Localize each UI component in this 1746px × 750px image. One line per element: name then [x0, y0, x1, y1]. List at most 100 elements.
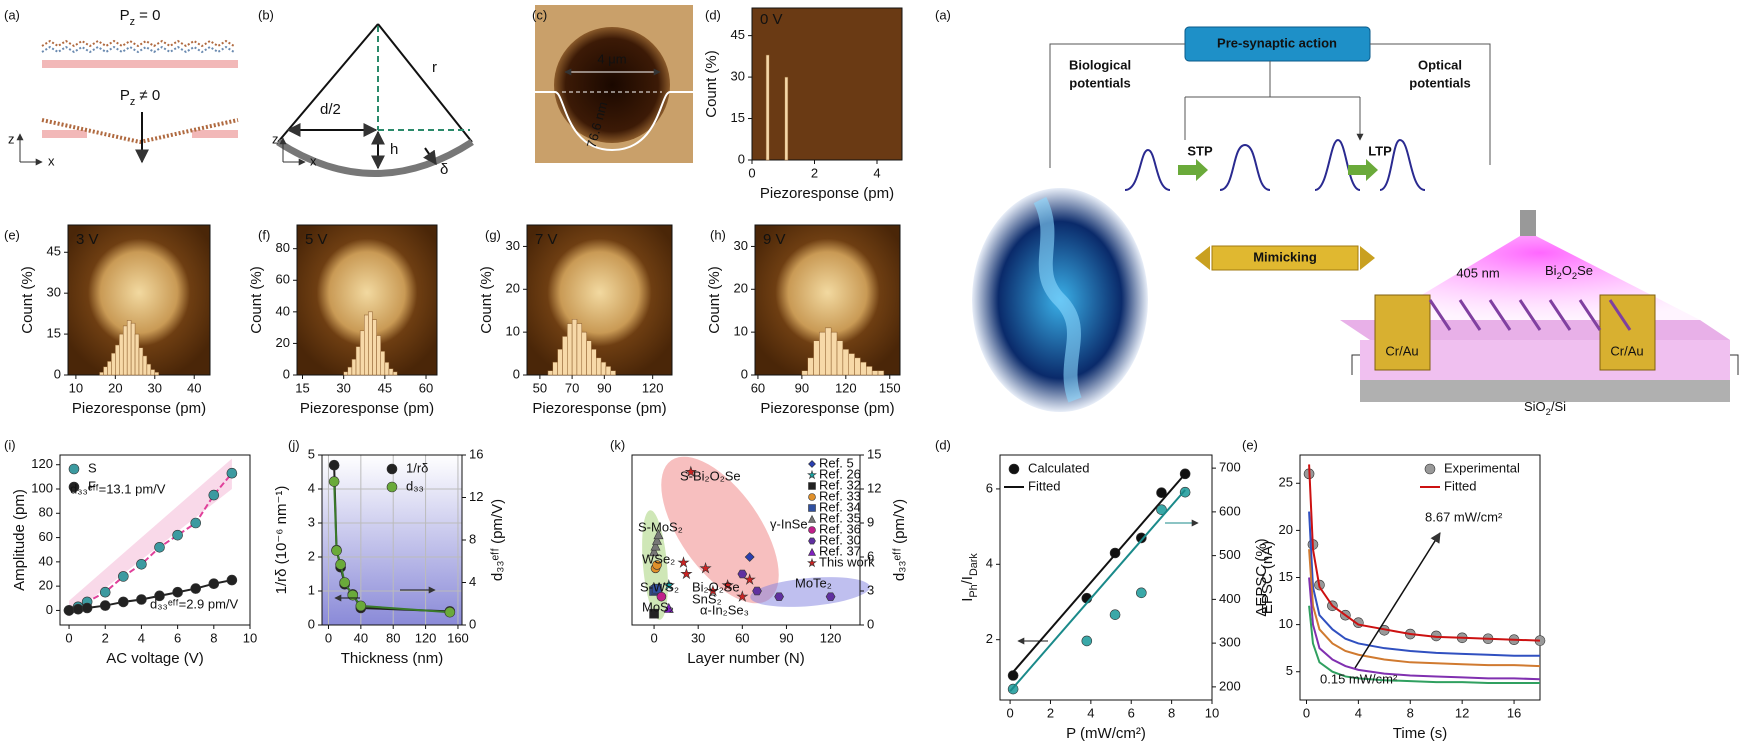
- marker: [72, 603, 84, 615]
- diagram-label: (a): [4, 7, 20, 22]
- marker: [118, 596, 129, 608]
- x-axis-label: Piezoresponse (pm): [760, 185, 894, 202]
- marker: [652, 560, 662, 570]
- bar: [351, 358, 357, 376]
- diagram-label-part: P: [120, 87, 130, 104]
- box: [1211, 245, 1359, 271]
- x-tick-label: 10: [1205, 705, 1219, 720]
- marker: [1136, 532, 1147, 544]
- marker: [154, 590, 165, 602]
- diagram-label: r: [432, 59, 437, 76]
- y-tick-label: 5: [1286, 663, 1293, 678]
- y-tick-label: 1: [308, 582, 315, 597]
- plot-frame: [321, 454, 463, 626]
- marker: [808, 547, 816, 556]
- y-tick-label: 0: [867, 616, 874, 631]
- marker: [684, 465, 697, 478]
- x-tick-label: 90: [779, 630, 793, 645]
- bar: [119, 333, 124, 376]
- y-tick-label: 60: [276, 272, 290, 287]
- x-tick-label: 90: [795, 380, 809, 395]
- series-line: [1308, 464, 1541, 642]
- marker: [331, 545, 342, 556]
- legend-label: Ref. 30: [819, 532, 861, 547]
- legend-label: This work: [819, 554, 875, 569]
- marker: [335, 559, 346, 570]
- legend-label: Calculated: [1028, 460, 1089, 475]
- marker: [1136, 587, 1147, 599]
- x-tick-label: 8: [210, 630, 217, 645]
- y-tick-label: 40: [276, 303, 290, 318]
- y-tick-label: 30: [731, 69, 745, 84]
- marker: [99, 600, 111, 611]
- bar: [576, 323, 583, 376]
- x-tick-label: 0: [325, 630, 332, 645]
- marker: [444, 606, 456, 618]
- legend-label: Ref. 26: [819, 466, 861, 481]
- membrane: [276, 139, 474, 177]
- marker: [81, 602, 93, 614]
- marker: [118, 571, 129, 582]
- bar: [871, 370, 879, 376]
- axis-arrow: [1354, 532, 1441, 669]
- y-tick-label: 10: [734, 324, 748, 339]
- bar: [368, 311, 373, 376]
- bar: [392, 371, 398, 376]
- diagram-label: potentials: [1069, 75, 1130, 90]
- marker: [649, 608, 659, 619]
- bar: [547, 370, 554, 376]
- bar: [571, 319, 578, 376]
- diagram-label-part: z: [130, 16, 135, 28]
- bar: [557, 349, 563, 376]
- y2-axis-label: ΔEPSC (%): [1253, 538, 1270, 616]
- annotation: S-WS₂: [640, 579, 679, 594]
- plot-frame: [999, 454, 1213, 701]
- diagram-label: Bi2O2Se: [1545, 263, 1593, 281]
- marker: [1109, 609, 1121, 620]
- y-tick-label: 120: [31, 456, 53, 471]
- marker: [653, 529, 664, 540]
- diagram-label-part: /Si: [1551, 399, 1566, 414]
- y2-tick-label: 300: [1219, 635, 1241, 650]
- marker: [649, 546, 660, 557]
- y-tick-label: 6: [986, 480, 993, 495]
- bar: [605, 366, 612, 376]
- marker: [1081, 635, 1093, 647]
- bar: [355, 346, 361, 376]
- y-tick-label: 0: [46, 602, 53, 617]
- layer: [41, 39, 235, 48]
- legend-label: F: [88, 478, 96, 493]
- marker: [208, 578, 220, 590]
- bar: [596, 357, 602, 376]
- chart-title: 5 V: [305, 231, 328, 248]
- x-tick-label: 8: [1168, 705, 1175, 720]
- panel-a-left: [16, 39, 239, 166]
- diagram-label: (b): [258, 7, 274, 22]
- y-tick-label: 30: [47, 285, 61, 300]
- y-tick-label: 20: [1279, 522, 1293, 537]
- bar: [600, 361, 607, 376]
- x-tick-label: 120: [835, 380, 857, 395]
- bar: [146, 363, 152, 376]
- y-tick-label: 15: [731, 110, 745, 125]
- marker: [1156, 487, 1167, 498]
- diagram-label: Optical: [1418, 57, 1462, 72]
- x-tick-label: 12: [1455, 705, 1469, 720]
- bar: [380, 351, 386, 376]
- x-axis-label: AC voltage (V): [106, 650, 204, 667]
- marker: [190, 583, 202, 594]
- marker: [328, 476, 340, 487]
- x-axis-label: Piezoresponse (pm): [72, 400, 206, 417]
- x-tick-label: 15: [295, 380, 309, 395]
- chart-title: 9 V: [763, 231, 786, 248]
- x-tick-label: 10: [243, 630, 257, 645]
- marker: [68, 463, 80, 475]
- wire: [1351, 354, 1739, 375]
- bar: [364, 314, 369, 376]
- diagram-label-part: 2: [1546, 407, 1551, 417]
- y-tick-label: 20: [506, 281, 520, 296]
- y-tick-label: 12: [867, 480, 881, 495]
- annotation: WSe₂: [642, 551, 675, 566]
- x-tick-label: 4: [873, 165, 880, 180]
- y2-tick-label: 600: [1219, 503, 1241, 518]
